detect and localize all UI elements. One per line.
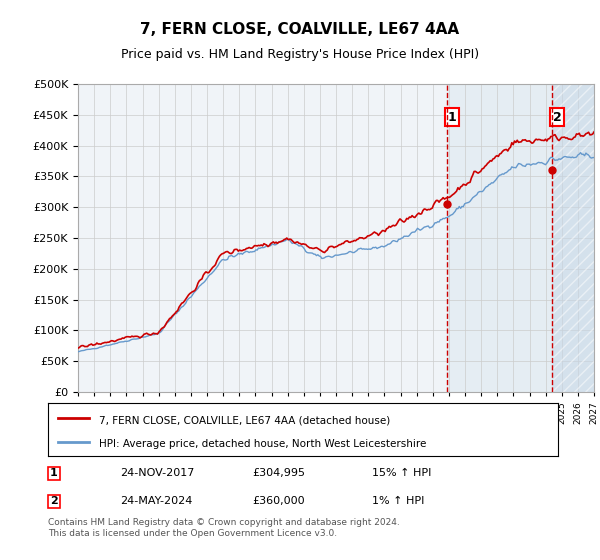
Bar xyxy=(552,84,594,392)
Text: Contains HM Land Registry data © Crown copyright and database right 2024.
This d: Contains HM Land Registry data © Crown c… xyxy=(48,518,400,538)
Text: 2: 2 xyxy=(50,496,58,506)
Text: HPI: Average price, detached house, North West Leicestershire: HPI: Average price, detached house, Nort… xyxy=(99,438,427,449)
Text: 24-MAY-2024: 24-MAY-2024 xyxy=(120,496,193,506)
Text: £304,995: £304,995 xyxy=(252,468,305,478)
Text: 1: 1 xyxy=(50,468,58,478)
Bar xyxy=(447,84,552,392)
Text: £360,000: £360,000 xyxy=(252,496,305,506)
Text: 7, FERN CLOSE, COALVILLE, LE67 4AA (detached house): 7, FERN CLOSE, COALVILLE, LE67 4AA (deta… xyxy=(99,415,390,425)
Text: 1: 1 xyxy=(448,111,457,124)
Text: 15% ↑ HPI: 15% ↑ HPI xyxy=(372,468,431,478)
Text: 24-NOV-2017: 24-NOV-2017 xyxy=(120,468,194,478)
Text: 7, FERN CLOSE, COALVILLE, LE67 4AA: 7, FERN CLOSE, COALVILLE, LE67 4AA xyxy=(140,22,460,38)
Text: 2: 2 xyxy=(553,111,561,124)
Text: 1% ↑ HPI: 1% ↑ HPI xyxy=(372,496,424,506)
Bar xyxy=(552,84,594,392)
Text: Price paid vs. HM Land Registry's House Price Index (HPI): Price paid vs. HM Land Registry's House … xyxy=(121,48,479,60)
